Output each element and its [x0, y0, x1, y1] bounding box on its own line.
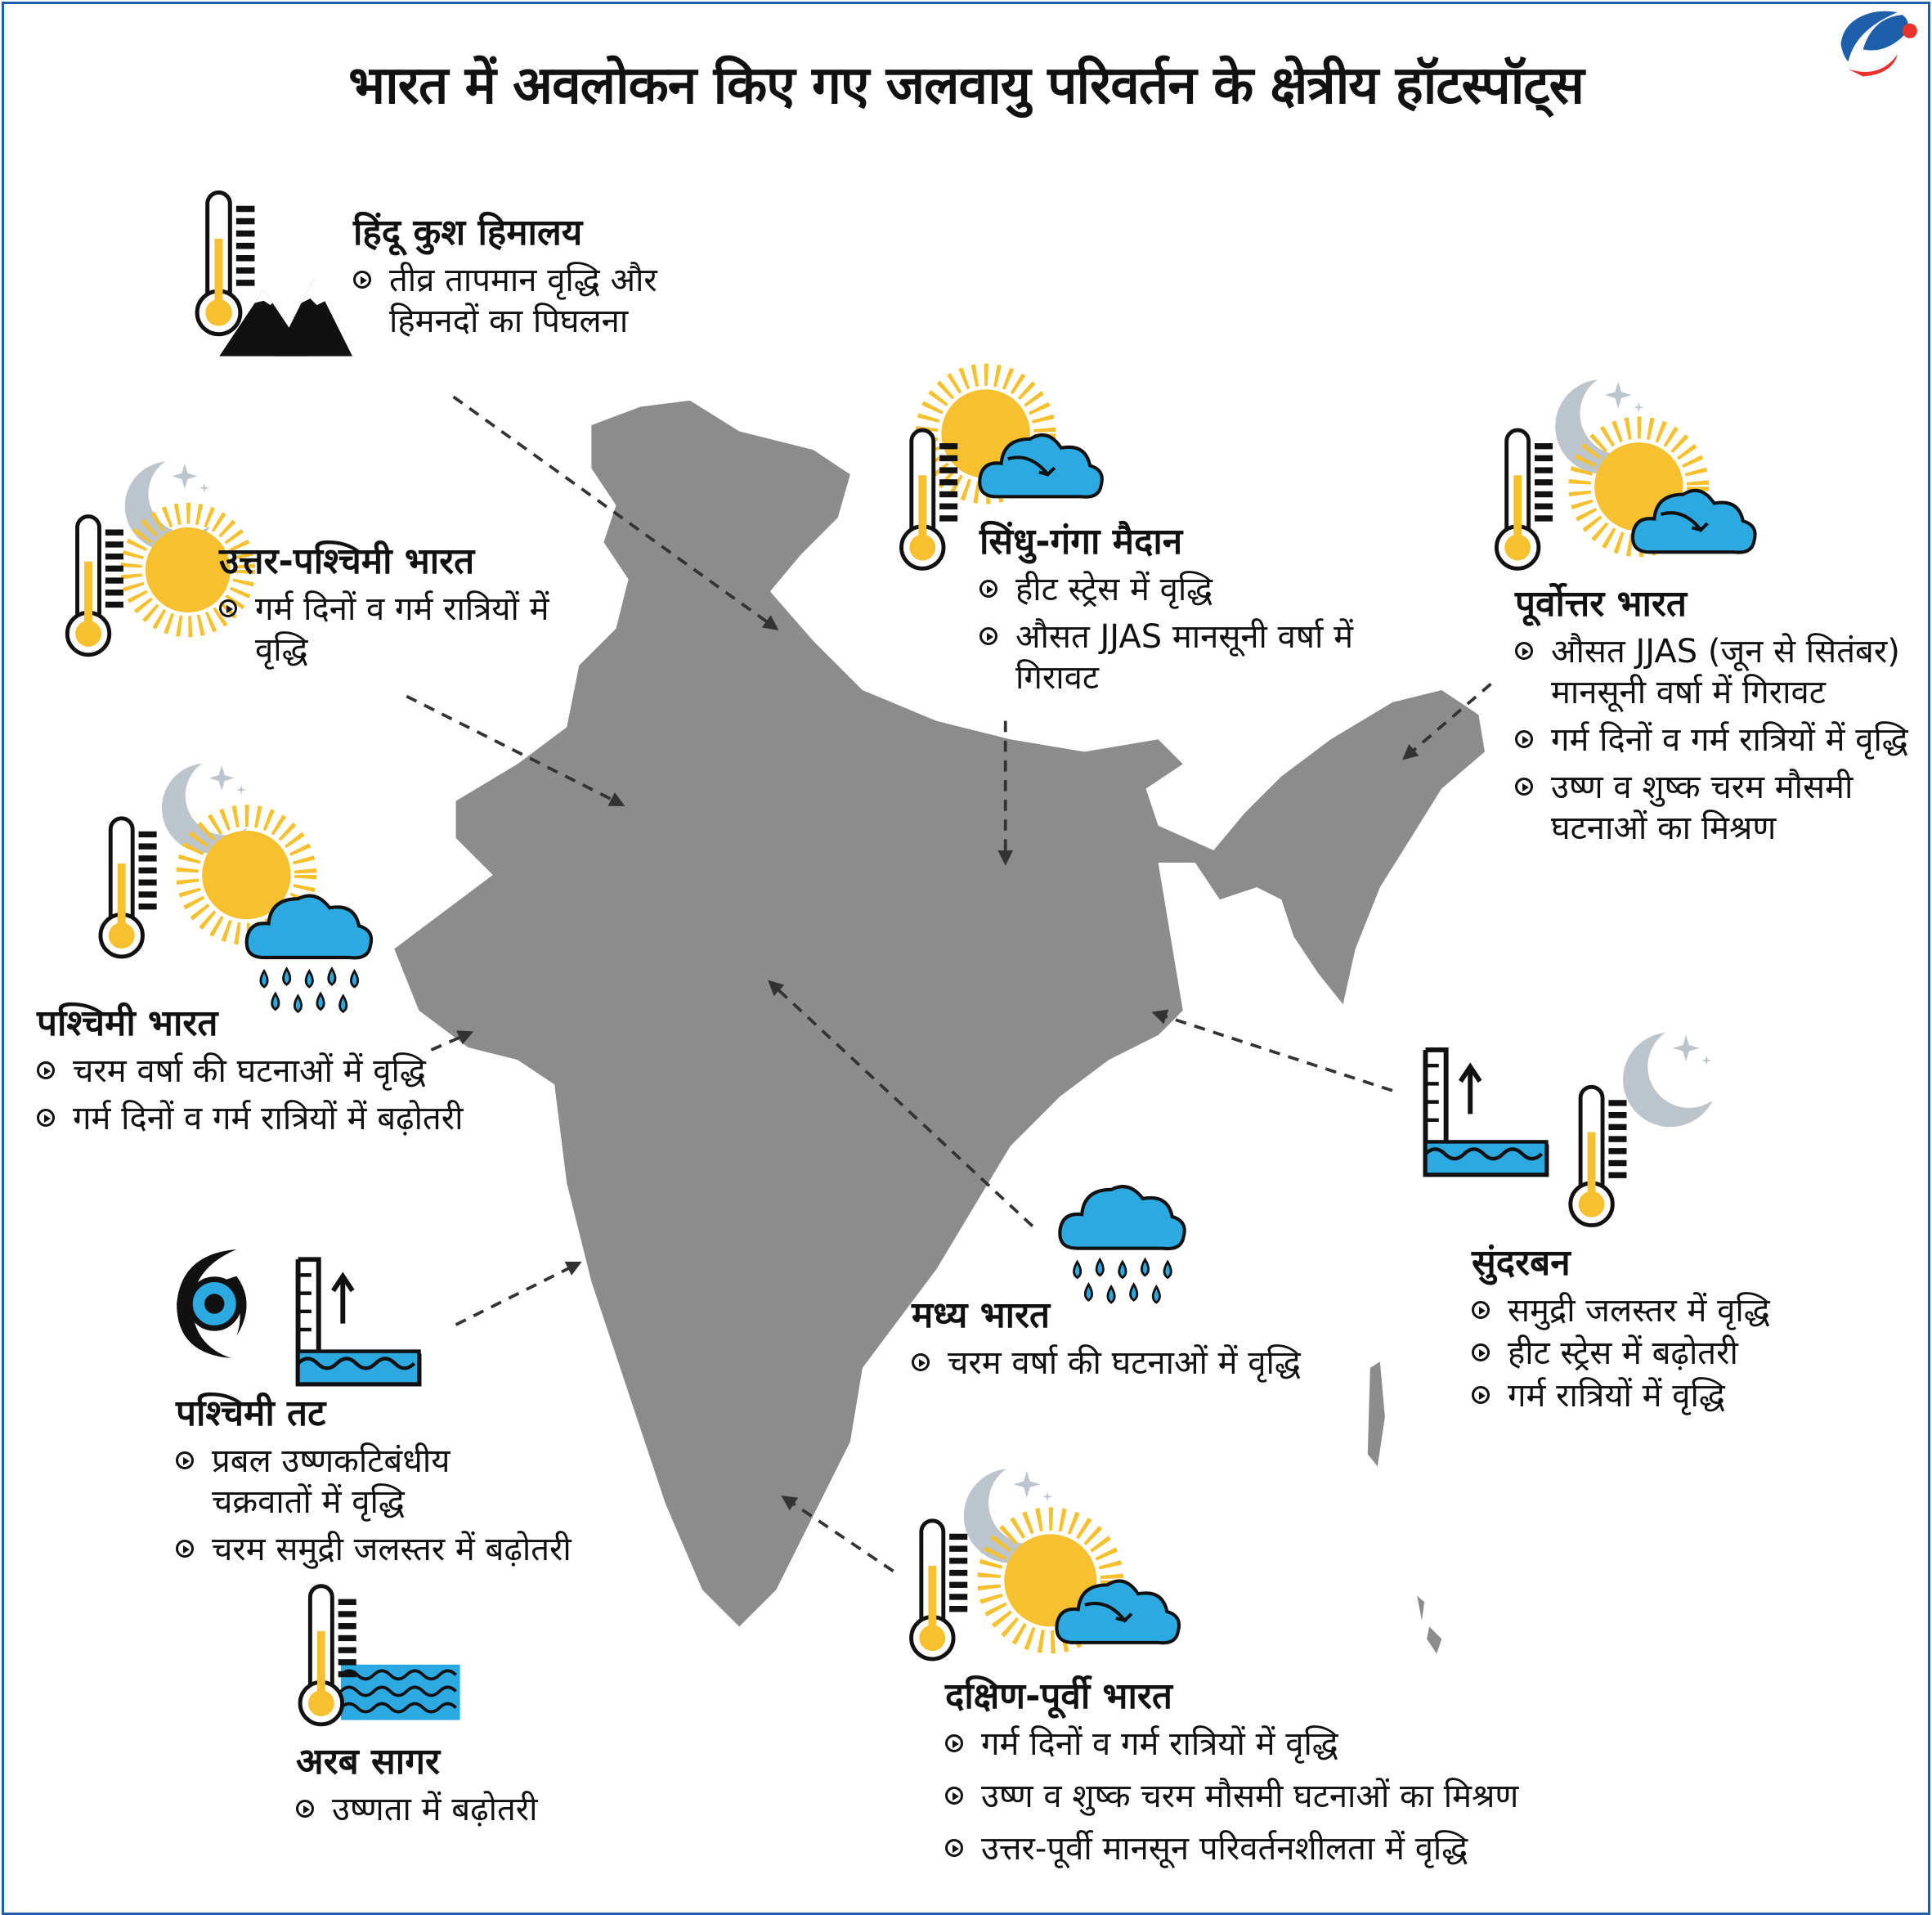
region-point: उष्ण व शुष्क चरम मौसमी घटनाओं का मिश्रण: [1515, 767, 1924, 849]
region-title: उत्तर-पश्चिमी भारत: [219, 540, 475, 582]
region-title: अरब सागर: [296, 1741, 440, 1783]
arrow-central-india: [768, 980, 1034, 1227]
bullet-icon: [353, 271, 371, 289]
bullet-icon: [219, 599, 237, 617]
region-point: प्रबल उष्णकटिबंधीय चक्रवातों में वृद्धि: [176, 1441, 555, 1523]
region-point: चरम वर्षा की घटनाओं में वृद्धि: [912, 1343, 1402, 1384]
region-title: सुंदरबन: [1472, 1242, 1571, 1284]
thermometer-icon: [1496, 430, 1553, 568]
region-point: तीव्र तापमान वृद्धि और हिमनदों का पिघलना: [353, 260, 729, 342]
region-north-west-india: उत्तर-पश्चिमी भारत गर्म दिनों व गर्म रात…: [219, 540, 595, 677]
thermometer-icon: [67, 517, 123, 655]
region-title: पश्चिमी तट: [176, 1393, 326, 1434]
rain-cloud-icon: [1060, 1186, 1184, 1303]
region-title: मध्य भारत: [912, 1294, 1051, 1336]
region-point: औसत JJAS मानसूनी वर्षा में गिरावट: [979, 617, 1421, 698]
region-point: गर्म दिनों व गर्म रात्रियों में वृद्धि: [219, 589, 595, 670]
india-mainland: [394, 400, 1485, 1627]
bullet-icon: [37, 1109, 55, 1127]
page-title: भारत में अवलोकन किए गए जलवायु परिवर्तन क…: [348, 56, 1585, 116]
bullet-icon: [1472, 1301, 1490, 1319]
nicobar-islands: [1417, 1595, 1442, 1654]
region-title: हिंदू कुश हिमालय: [353, 212, 583, 253]
region-point: उत्तर-पूर्वी मानसून परिवर्तनशीलता में वृ…: [945, 1828, 1681, 1869]
pointer-arrows: [406, 395, 1492, 1573]
moon-icon: [1623, 1032, 1713, 1128]
bullet-icon: [979, 627, 997, 645]
thermometer-icon: [912, 1521, 968, 1659]
region-sundarbans: सुंदरबन समुद्री जलस्तर में वृद्धि हीट स्…: [1472, 1241, 1880, 1423]
region-point: समुद्री जलस्तर में वृद्धि: [1472, 1290, 1880, 1331]
region-point: उष्ण व शुष्क चरम मौसमी घटनाओं का मिश्रण: [945, 1776, 1681, 1817]
cyclone-icon: [177, 1249, 246, 1358]
thermometer-icon: [1571, 1087, 1627, 1225]
thermometer-icon: [197, 192, 254, 334]
bullet-icon: [1515, 778, 1533, 796]
sea-level-gauge-icon: [1425, 1050, 1546, 1174]
bullet-icon: [1515, 730, 1533, 748]
region-point: हीट स्ट्रेस में वृद्धि: [979, 569, 1421, 610]
region-point: गर्म दिनों व गर्म रात्रियों में वृद्धि: [945, 1724, 1681, 1765]
region-point: हीट स्ट्रेस में बढ़ोतरी: [1472, 1333, 1880, 1374]
region-point: चरम समुद्री जलस्तर में बढ़ोतरी: [176, 1529, 666, 1570]
region-hindu-kush-himalaya: हिंदू कुश हिमालय तीव्र तापमान वृद्धि और …: [353, 211, 729, 348]
region-point: औसत JJAS (जून से सितंबर) मानसूनी वर्षा म…: [1515, 631, 1924, 713]
bullet-icon: [945, 1787, 963, 1805]
bullet-icon: [912, 1353, 930, 1371]
india-map: [394, 400, 1485, 1654]
region-western-coast: पश्चिमी तट प्रबल उष्णकटिबंधीय चक्रवातों …: [176, 1392, 666, 1576]
region-title: पश्चिमी भारत: [37, 1002, 218, 1044]
region-point: गर्म रात्रियों में वृद्धि: [1472, 1375, 1880, 1416]
region-title: पूर्वोत्तर भारत: [1515, 583, 1687, 625]
region-point: गर्म दिनों व गर्म रात्रियों में वृद्धि: [1515, 720, 1924, 760]
logo: [1840, 11, 1917, 77]
bullet-icon: [1472, 1343, 1490, 1361]
bullet-icon: [945, 1734, 963, 1752]
region-central-india: मध्य भारत चरम वर्षा की घटनाओं में वृद्धि: [912, 1294, 1402, 1390]
bullet-icon: [296, 1800, 314, 1818]
region-south-east-india: दक्षिण-पूर्वी भारत गर्म दिनों व गर्म रात…: [945, 1675, 1681, 1876]
arrow-western-india: [430, 1030, 474, 1052]
region-indo-gangetic-plain: सिंधु-गंगा मैदान हीट स्ट्रेस में वृद्धि …: [979, 520, 1421, 705]
region-arabian-sea: अरब सागर उष्णता में बढ़ोतरी: [296, 1740, 705, 1837]
bullet-icon: [176, 1451, 194, 1469]
sea-level-gauge-icon: [298, 1259, 419, 1384]
waves-icon: [341, 1665, 460, 1720]
region-title: दक्षिण-पूर्वी भारत: [945, 1675, 1172, 1717]
arrow-western-coast: [455, 1262, 582, 1326]
region-point: गर्म दिनों व गर्म रात्रियों में बढ़ोतरी: [37, 1098, 568, 1139]
region-western-india: पश्चिमी भारत चरम वर्षा की घटनाओं में वृद…: [37, 1002, 568, 1146]
bullet-icon: [176, 1540, 194, 1558]
bullet-icon: [979, 580, 997, 598]
arrow-arabian-sea: [781, 1495, 894, 1573]
region-title: सिंधु-गंगा मैदान: [979, 521, 1183, 563]
andaman-islands: [1367, 1361, 1385, 1467]
bullet-icon: [1515, 642, 1533, 660]
region-point: उष्णता में बढ़ोतरी: [296, 1789, 705, 1830]
region-north-east-india: पूर्वोत्तर भारत औसत JJAS (जून से सितंबर)…: [1515, 582, 1924, 855]
arrow-sundarbans: [1151, 1009, 1393, 1092]
region-point: चरम वर्षा की घटनाओं में वृद्धि: [37, 1051, 433, 1092]
bullet-icon: [945, 1839, 963, 1857]
bullet-icon: [37, 1061, 55, 1079]
bullet-icon: [1472, 1386, 1490, 1404]
arrow-hindu-kush: [452, 395, 779, 630]
arrow-north-west: [406, 694, 625, 806]
thermometer-icon: [101, 818, 157, 957]
